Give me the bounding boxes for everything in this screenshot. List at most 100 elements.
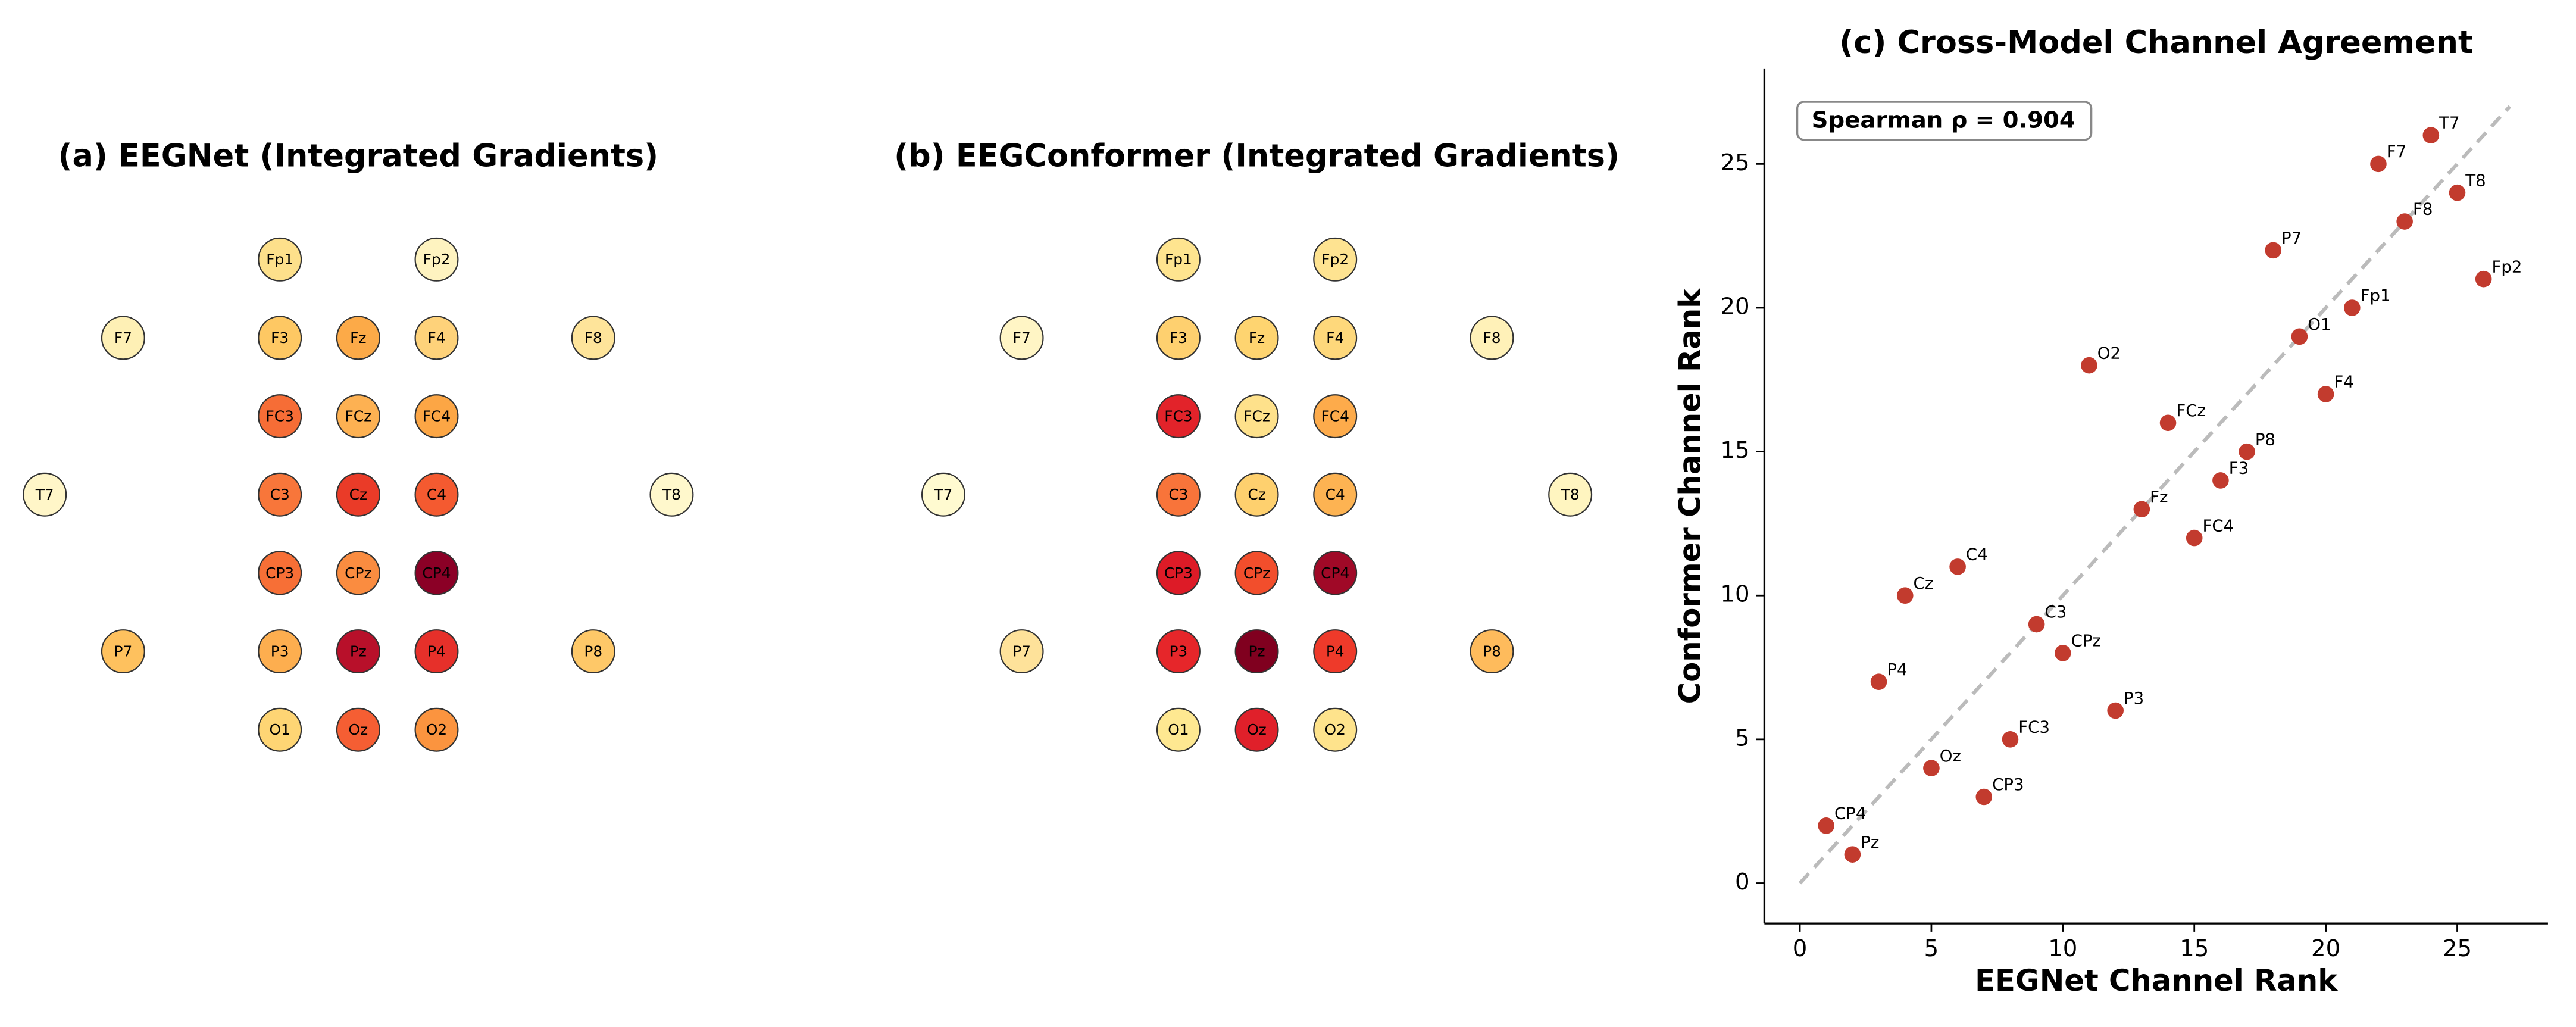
- point: [2343, 299, 2361, 316]
- point: [2002, 731, 2019, 748]
- electrode: [258, 472, 302, 517]
- electrode: [414, 394, 459, 439]
- y-tick-label: 5: [1735, 725, 1750, 751]
- point: [1818, 817, 1835, 834]
- y-tick-label: 20: [1720, 294, 1749, 320]
- electrode: [414, 237, 459, 282]
- point: [2291, 328, 2308, 345]
- electrode-label: FCz: [345, 407, 372, 424]
- annotation: Spearman ρ = 0.904: [1812, 107, 2075, 134]
- point-label: T8: [2465, 170, 2486, 190]
- electrode: [1313, 316, 1358, 360]
- electrode-label: O2: [1325, 721, 1346, 738]
- electrode-label: Fz: [1249, 329, 1265, 347]
- electrode: [258, 394, 302, 439]
- y-tick-label: 0: [1735, 869, 1750, 895]
- point-label: CPz: [2071, 631, 2101, 651]
- electrode: [414, 629, 459, 674]
- point-label: C3: [2044, 602, 2067, 622]
- electrode-label: CPz: [1243, 564, 1270, 582]
- electrode: [571, 629, 615, 674]
- electrode-label: F3: [271, 329, 289, 347]
- point-label: P8: [2255, 429, 2275, 449]
- electrode-label: P8: [584, 642, 602, 660]
- point: [2239, 443, 2255, 460]
- panel-title: (b) EEGConformer (Integrated Gradients): [894, 138, 1620, 174]
- electrode-label: T7: [933, 486, 952, 503]
- electrode-label: F3: [1170, 329, 1187, 347]
- electrode-label: F8: [584, 329, 602, 347]
- electrode-label: Fp1: [266, 251, 293, 268]
- electrode-label: FC3: [265, 407, 293, 424]
- electrode: [101, 629, 145, 674]
- electrode-label: P4: [1326, 642, 1345, 660]
- point-label: FC4: [2203, 516, 2234, 535]
- electrode: [414, 472, 459, 517]
- electrode-label: CP3: [1164, 564, 1193, 582]
- electrode: [336, 316, 380, 360]
- point-label: O1: [2308, 314, 2331, 334]
- electrode-label: Cz: [1248, 486, 1265, 503]
- electrode-label: CPz: [345, 564, 371, 582]
- point: [2317, 386, 2334, 402]
- reference-line: [1798, 105, 2512, 885]
- electrode: [999, 629, 1044, 674]
- electrode: [1156, 394, 1201, 439]
- electrode-label: F7: [114, 329, 132, 347]
- point-label: Fz: [2150, 487, 2168, 507]
- electrode-label: Fz: [350, 329, 366, 347]
- electrode: [414, 707, 459, 752]
- point-label: CP4: [1834, 804, 1866, 823]
- point-label: C4: [1966, 545, 1988, 564]
- electrode: [1470, 316, 1514, 360]
- point: [1975, 788, 1993, 806]
- electrode: [336, 707, 380, 752]
- electrode: [258, 316, 302, 360]
- electrode-label: F8: [1483, 329, 1500, 347]
- electrode: [1313, 629, 1358, 674]
- electrode-label: Pz: [350, 642, 367, 660]
- electrode-label: P3: [1170, 642, 1188, 660]
- point-label: F3: [2229, 458, 2249, 478]
- point: [2449, 184, 2466, 201]
- electrode: [336, 394, 380, 439]
- point: [1949, 558, 1966, 575]
- electrode: [414, 316, 459, 360]
- electrode-label: CP4: [422, 564, 451, 582]
- y-tick-label: 10: [1720, 581, 1749, 608]
- electrode: [1234, 316, 1279, 360]
- point-label: F7: [2387, 142, 2406, 161]
- panel-title: (a) EEGNet (Integrated Gradients): [58, 138, 659, 174]
- electrode: [336, 629, 380, 674]
- electrode-label: O2: [426, 721, 447, 738]
- point: [2370, 155, 2387, 173]
- electrode-label: FC4: [423, 407, 451, 424]
- electrode-label: P3: [271, 642, 289, 660]
- point-label: FC3: [2018, 717, 2050, 737]
- point-label: Cz: [1914, 573, 1934, 593]
- electrode: [258, 237, 302, 282]
- electrode: [336, 472, 380, 517]
- electrode: [1548, 472, 1593, 517]
- electrode: [23, 472, 67, 517]
- y-tick-label: 15: [1720, 437, 1749, 464]
- point-label: FCz: [2176, 401, 2206, 420]
- electrode: [258, 707, 302, 752]
- point: [1844, 846, 1861, 863]
- point-label: P3: [2124, 688, 2144, 708]
- point: [2396, 213, 2413, 230]
- electrode-label: P7: [114, 642, 132, 660]
- x-tick-label: 25: [2443, 935, 2472, 962]
- electrode: [1234, 394, 1279, 439]
- electrode-label: CP4: [1321, 564, 1349, 582]
- electrode: [258, 551, 302, 595]
- electrode-label: Fp2: [1321, 251, 1349, 268]
- electrode-label: C4: [1325, 486, 1345, 503]
- point: [1896, 587, 1914, 604]
- electrode-label: Fp1: [1165, 251, 1192, 268]
- electrode-label: F4: [1326, 329, 1344, 347]
- point-label: Oz: [1940, 746, 1961, 766]
- x-tick-label: 10: [2048, 935, 2077, 962]
- annotation-box: [1796, 101, 2093, 141]
- electrode: [1156, 237, 1201, 282]
